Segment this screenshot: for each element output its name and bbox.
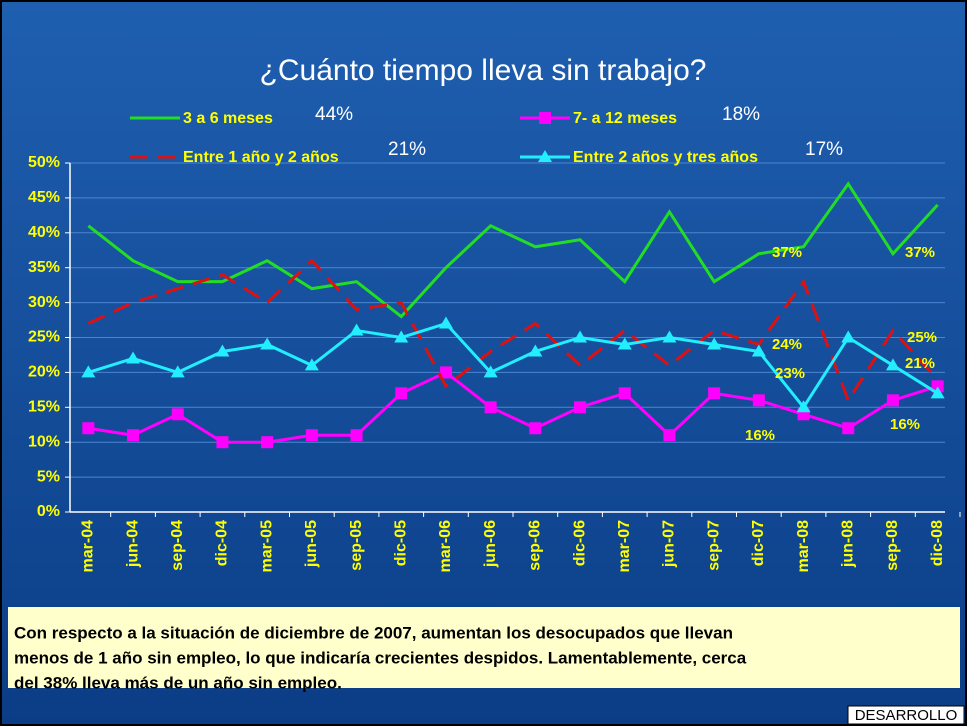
marker	[885, 358, 900, 371]
marker	[618, 387, 631, 400]
y-tick-label: 10%	[28, 433, 60, 450]
x-tick-label: dic-08	[929, 520, 946, 566]
data-label: 25%	[907, 329, 937, 346]
marker	[483, 365, 498, 378]
legend-marker	[538, 150, 552, 162]
marker	[438, 316, 453, 329]
marker	[126, 351, 141, 364]
y-tick-label: 45%	[28, 189, 60, 206]
marker	[886, 394, 899, 407]
x-tick-label: jun-04	[124, 520, 141, 568]
x-tick-label: mar-04	[80, 520, 97, 573]
marker	[261, 436, 274, 449]
x-tick-label: sep-07	[705, 520, 722, 571]
series-line	[88, 370, 939, 444]
x-tick-label: dic-05	[392, 520, 409, 566]
marker	[171, 408, 184, 421]
marker	[663, 429, 676, 442]
y-tick-label: 40%	[28, 224, 60, 241]
footer-box	[8, 607, 960, 688]
legend-note: 17%	[805, 139, 843, 160]
footer-text: menos de 1 año sin empleo, lo que indica…	[14, 648, 747, 667]
marker	[439, 366, 452, 379]
marker	[842, 422, 855, 435]
data-label: 37%	[905, 244, 935, 261]
x-tick-label: mar-06	[437, 520, 454, 573]
y-tick-label: 5%	[37, 468, 60, 485]
marker	[215, 344, 230, 357]
marker	[751, 344, 766, 357]
data-label: 21%	[905, 355, 935, 372]
marker	[484, 401, 497, 414]
x-tick-label: mar-05	[258, 520, 275, 573]
marker	[304, 358, 319, 371]
x-tick-label: dic-04	[214, 520, 231, 566]
brand-box	[847, 705, 965, 725]
x-tick-label: jun-06	[482, 520, 499, 568]
data-label: 24%	[772, 336, 802, 353]
x-tick-label: dic-07	[750, 520, 767, 566]
marker	[216, 436, 229, 449]
marker	[529, 422, 542, 435]
x-tick-label: jun-08	[839, 520, 856, 568]
marker	[81, 365, 96, 378]
legend-label: Entre 2 años y tres años	[573, 149, 758, 166]
x-tick-label: mar-07	[616, 520, 633, 573]
marker	[573, 330, 588, 343]
marker	[841, 330, 856, 343]
marker	[170, 365, 185, 378]
marker	[394, 330, 409, 343]
marker	[796, 400, 811, 413]
x-tick-label: sep-06	[527, 520, 544, 571]
y-tick-label: 0%	[37, 503, 60, 520]
x-tick-label: sep-08	[884, 520, 901, 571]
footer-text: del 38% lleva más de un año sin empleo.	[14, 673, 342, 692]
data-label: 16%	[745, 427, 775, 444]
x-tick-label: mar-08	[795, 520, 812, 573]
marker	[350, 429, 363, 442]
data-label: 16%	[890, 416, 920, 433]
x-tick-label: jun-07	[661, 520, 678, 568]
marker	[395, 387, 408, 400]
marker	[708, 387, 721, 400]
footer-text: Con respecto a la situación de diciembre…	[14, 623, 733, 642]
marker	[662, 330, 677, 343]
marker	[349, 323, 364, 336]
legend-label: Entre 1 año y 2 años	[183, 149, 339, 166]
legend-marker	[539, 112, 551, 124]
series-line	[87, 258, 939, 404]
y-tick-label: 25%	[28, 329, 60, 346]
data-label: 37%	[772, 244, 802, 261]
marker	[707, 337, 722, 350]
marker	[752, 394, 765, 407]
legend-note: 44%	[315, 104, 353, 125]
marker	[305, 429, 318, 442]
chart-title: ¿Cuánto tiempo lleva sin trabajo?	[260, 54, 707, 87]
marker	[528, 344, 543, 357]
legend-note: 18%	[722, 104, 760, 125]
marker	[574, 401, 587, 414]
y-tick-label: 35%	[28, 259, 60, 276]
legend-note: 21%	[388, 139, 426, 160]
x-tick-label: sep-05	[348, 520, 365, 571]
x-tick-label: jun-05	[303, 520, 320, 568]
legend-label: 7- a 12 meses	[573, 110, 677, 127]
x-tick-label: dic-06	[571, 520, 588, 566]
y-tick-label: 15%	[28, 399, 60, 416]
marker	[617, 337, 632, 350]
x-tick-label: sep-04	[169, 520, 186, 571]
marker	[82, 422, 95, 435]
legend-label: 3 a 6 meses	[183, 110, 273, 127]
brand: DESARROLLO	[855, 707, 958, 724]
marker	[930, 386, 945, 399]
series-line	[87, 321, 939, 410]
y-tick-label: 50%	[28, 154, 60, 171]
marker	[260, 337, 275, 350]
data-label: 23%	[775, 365, 805, 382]
y-tick-label: 20%	[28, 364, 60, 381]
y-tick-label: 30%	[28, 294, 60, 311]
marker	[127, 429, 140, 442]
